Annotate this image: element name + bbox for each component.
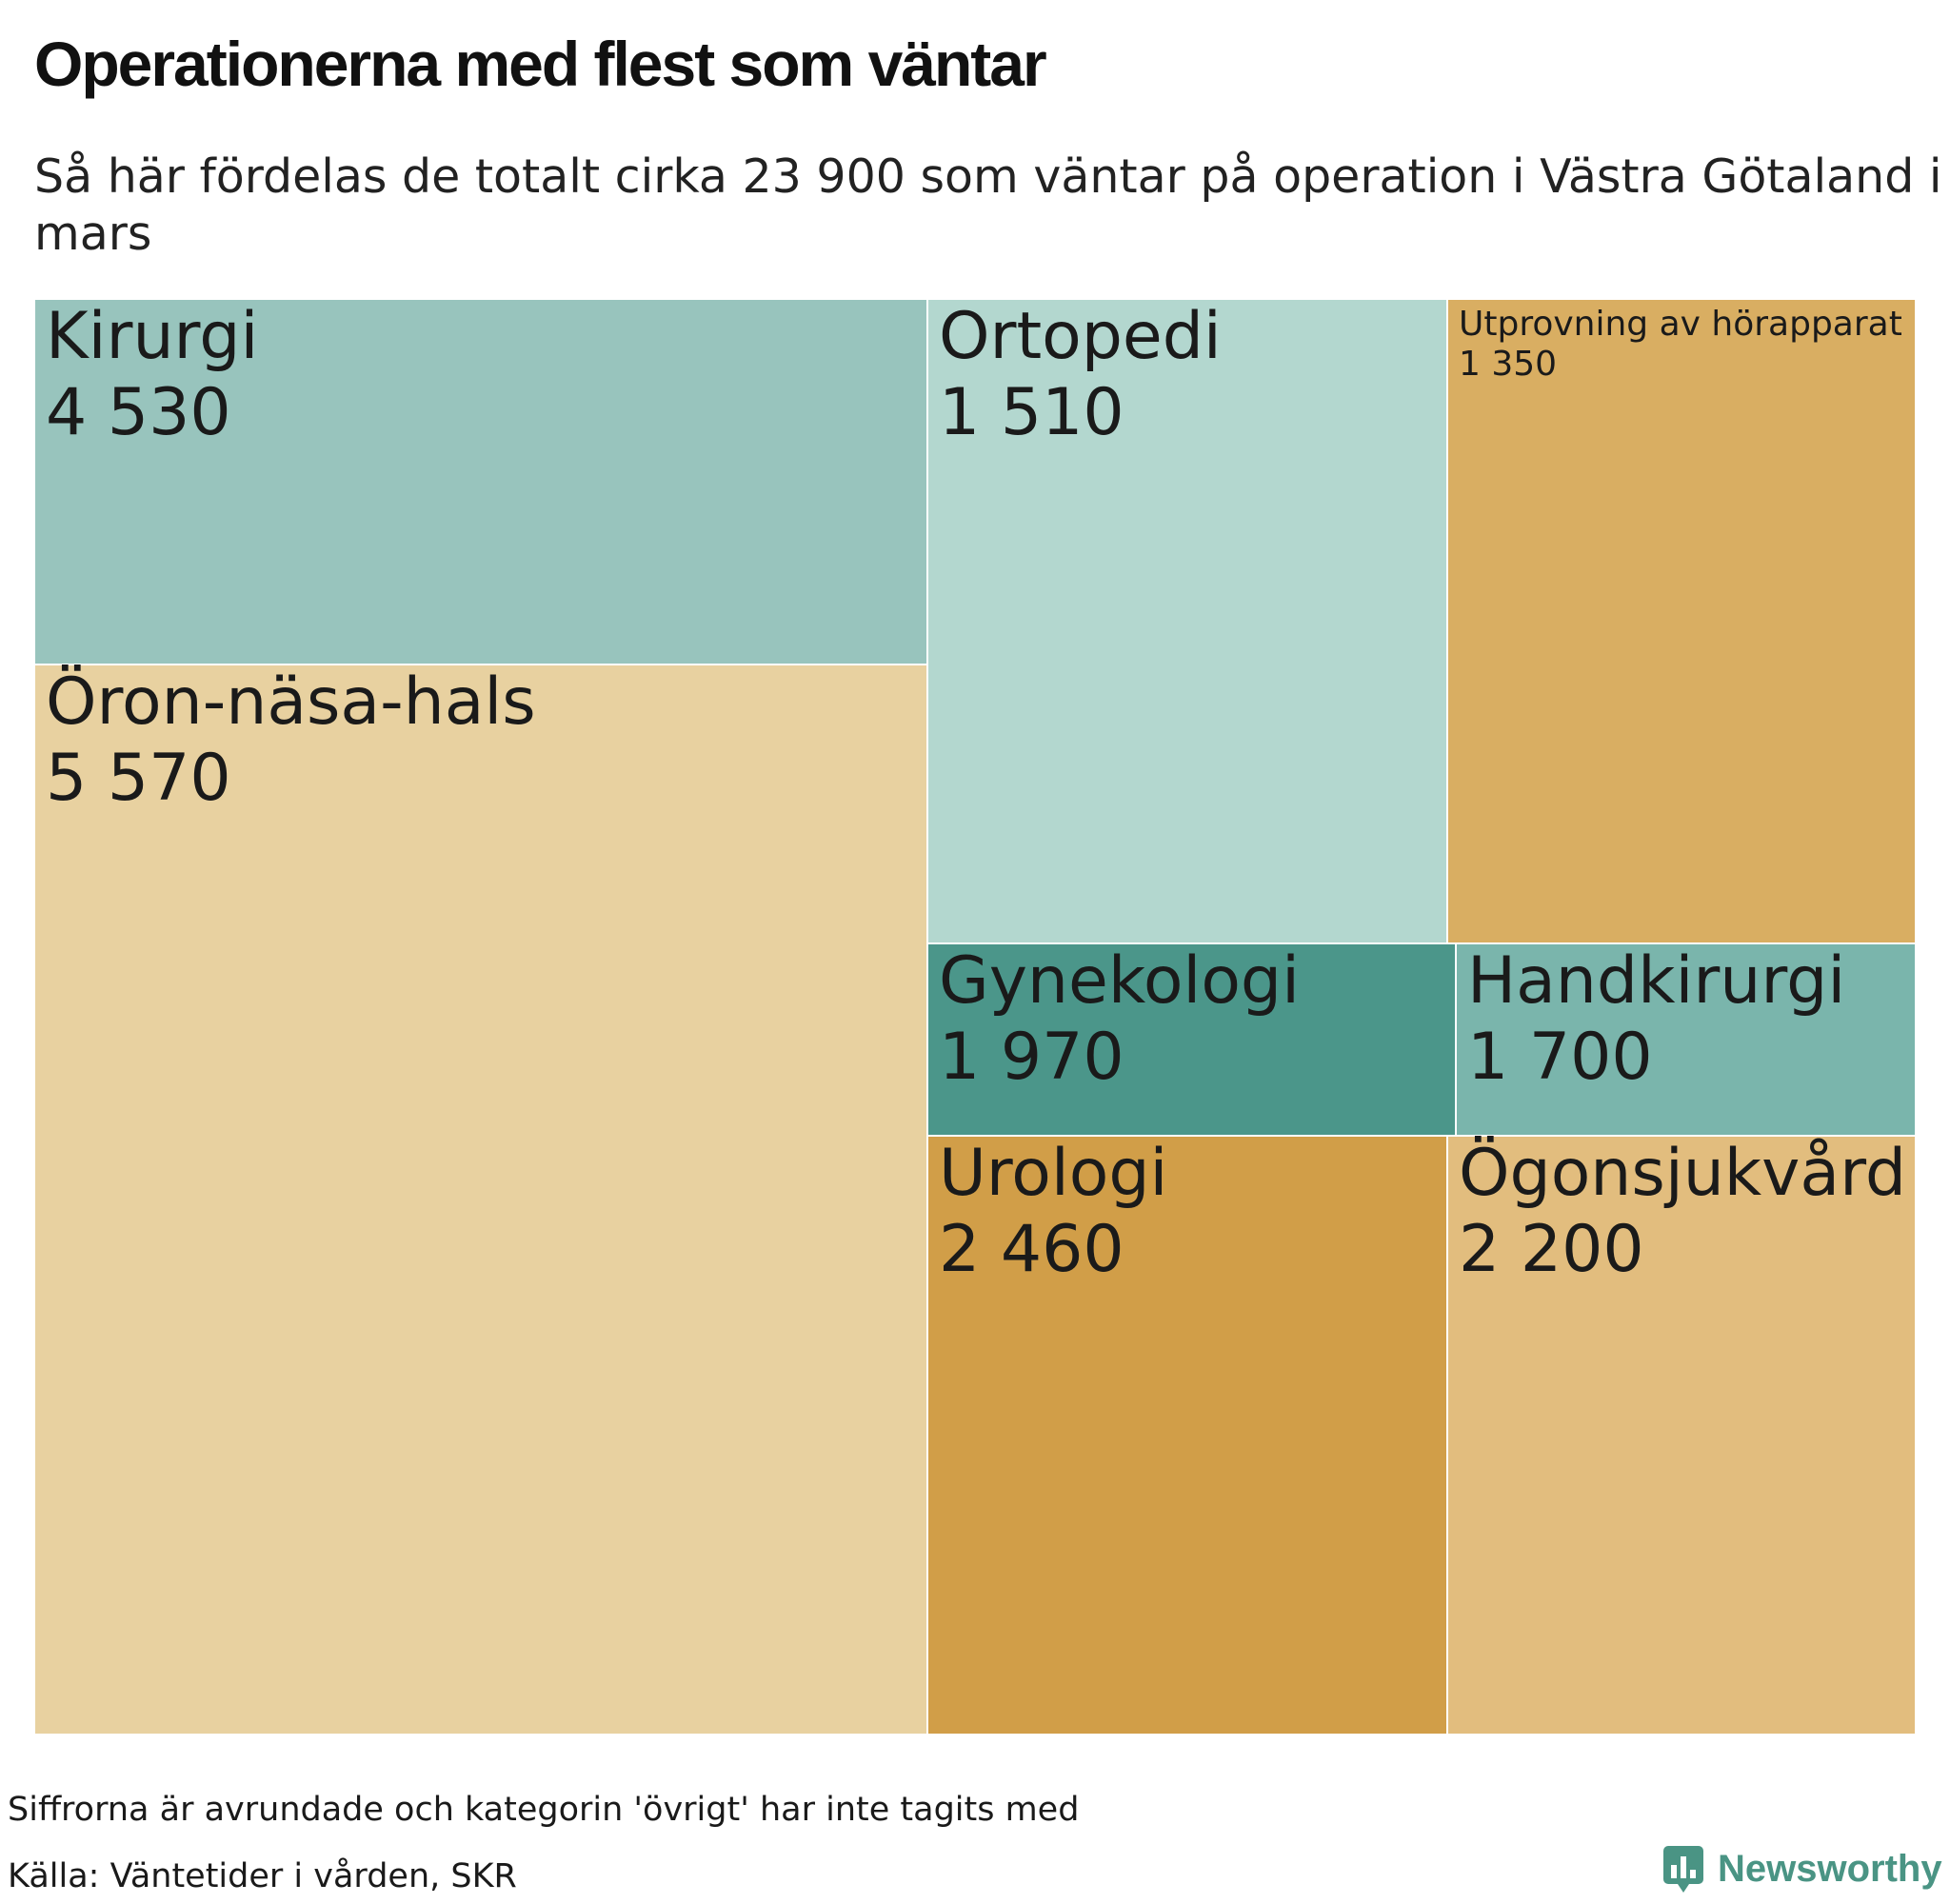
treemap-label-utprovning-av-horapparat: Utprovning av hörapparat bbox=[1459, 305, 1902, 344]
treemap-cell-utprovning-av-horapparat bbox=[1446, 298, 1917, 944]
treemap-label-urologi: Urologi bbox=[939, 1136, 1167, 1211]
treemap-value-gynekologi: 1 970 bbox=[939, 1020, 1124, 1095]
chart-subtitle: Så här fördelas de totalt cirka 23 900 s… bbox=[34, 149, 1942, 261]
bar-chart-logo-icon bbox=[1663, 1846, 1703, 1893]
brand-name: Newsworthy bbox=[1718, 1847, 1942, 1890]
treemap-value-handkirurgi: 1 700 bbox=[1467, 1020, 1653, 1095]
source-note: Källa: Väntetider i vården, SKR bbox=[8, 1857, 517, 1895]
treemap-cell-oron-nasa-hals bbox=[33, 664, 928, 1735]
treemap-cell-urologi bbox=[926, 1135, 1448, 1735]
treemap-label-handkirurgi: Handkirurgi bbox=[1467, 943, 1845, 1019]
treemap-label-oron-nasa-hals: Öron-näsa-hals bbox=[46, 664, 536, 740]
treemap-value-kirurgi: 4 530 bbox=[46, 375, 231, 450]
treemap-value-ortopedi: 1 510 bbox=[939, 375, 1124, 450]
treemap-value-oron-nasa-hals: 5 570 bbox=[46, 741, 231, 816]
treemap-label-ogonsjukvard: Ögonsjukvård bbox=[1459, 1136, 1906, 1211]
treemap-label-kirurgi: Kirurgi bbox=[46, 299, 258, 374]
treemap-cell-ortopedi bbox=[926, 298, 1448, 944]
treemap-label-ortopedi: Ortopedi bbox=[939, 299, 1222, 374]
newsworthy-brand: Newsworthy bbox=[1662, 1845, 1942, 1893]
treemap-cell-ogonsjukvard bbox=[1446, 1135, 1917, 1735]
treemap-value-utprovning-av-horapparat: 1 350 bbox=[1459, 345, 1557, 384]
chart-title: Operationerna med flest som väntar bbox=[34, 29, 1047, 99]
treemap-value-ogonsjukvard: 2 200 bbox=[1459, 1212, 1644, 1287]
treemap-value-urologi: 2 460 bbox=[939, 1212, 1124, 1287]
treemap-label-gynekologi: Gynekologi bbox=[939, 943, 1300, 1019]
footnote: Siffrorna är avrundade och kategorin 'öv… bbox=[8, 1791, 1080, 1829]
